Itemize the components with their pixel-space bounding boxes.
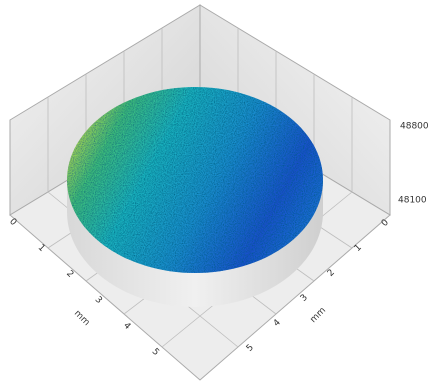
right-tick-label: 1	[353, 243, 364, 254]
left-tick-label: 5	[150, 347, 161, 358]
right-tick-label: 3	[299, 293, 310, 304]
right-tick-label: 2	[326, 268, 337, 279]
left-tick-label: 4	[121, 321, 132, 332]
height-surface	[67, 87, 323, 273]
left-tick-label: 2	[64, 269, 75, 280]
left-tick-label: 3	[93, 295, 104, 306]
left-axis-label: mm	[72, 309, 91, 328]
left-tick-label: 0	[7, 217, 18, 228]
z-tick-label: 48800	[400, 122, 429, 132]
right-axis-label: mm	[309, 306, 328, 325]
surface-plot: 012345mm012345mm4880048100	[0, 0, 430, 383]
left-tick-label: 1	[36, 243, 47, 254]
z-tick-label: 48100	[398, 196, 427, 206]
right-tick-label: 5	[245, 343, 256, 354]
right-tick-label: 4	[272, 318, 283, 329]
